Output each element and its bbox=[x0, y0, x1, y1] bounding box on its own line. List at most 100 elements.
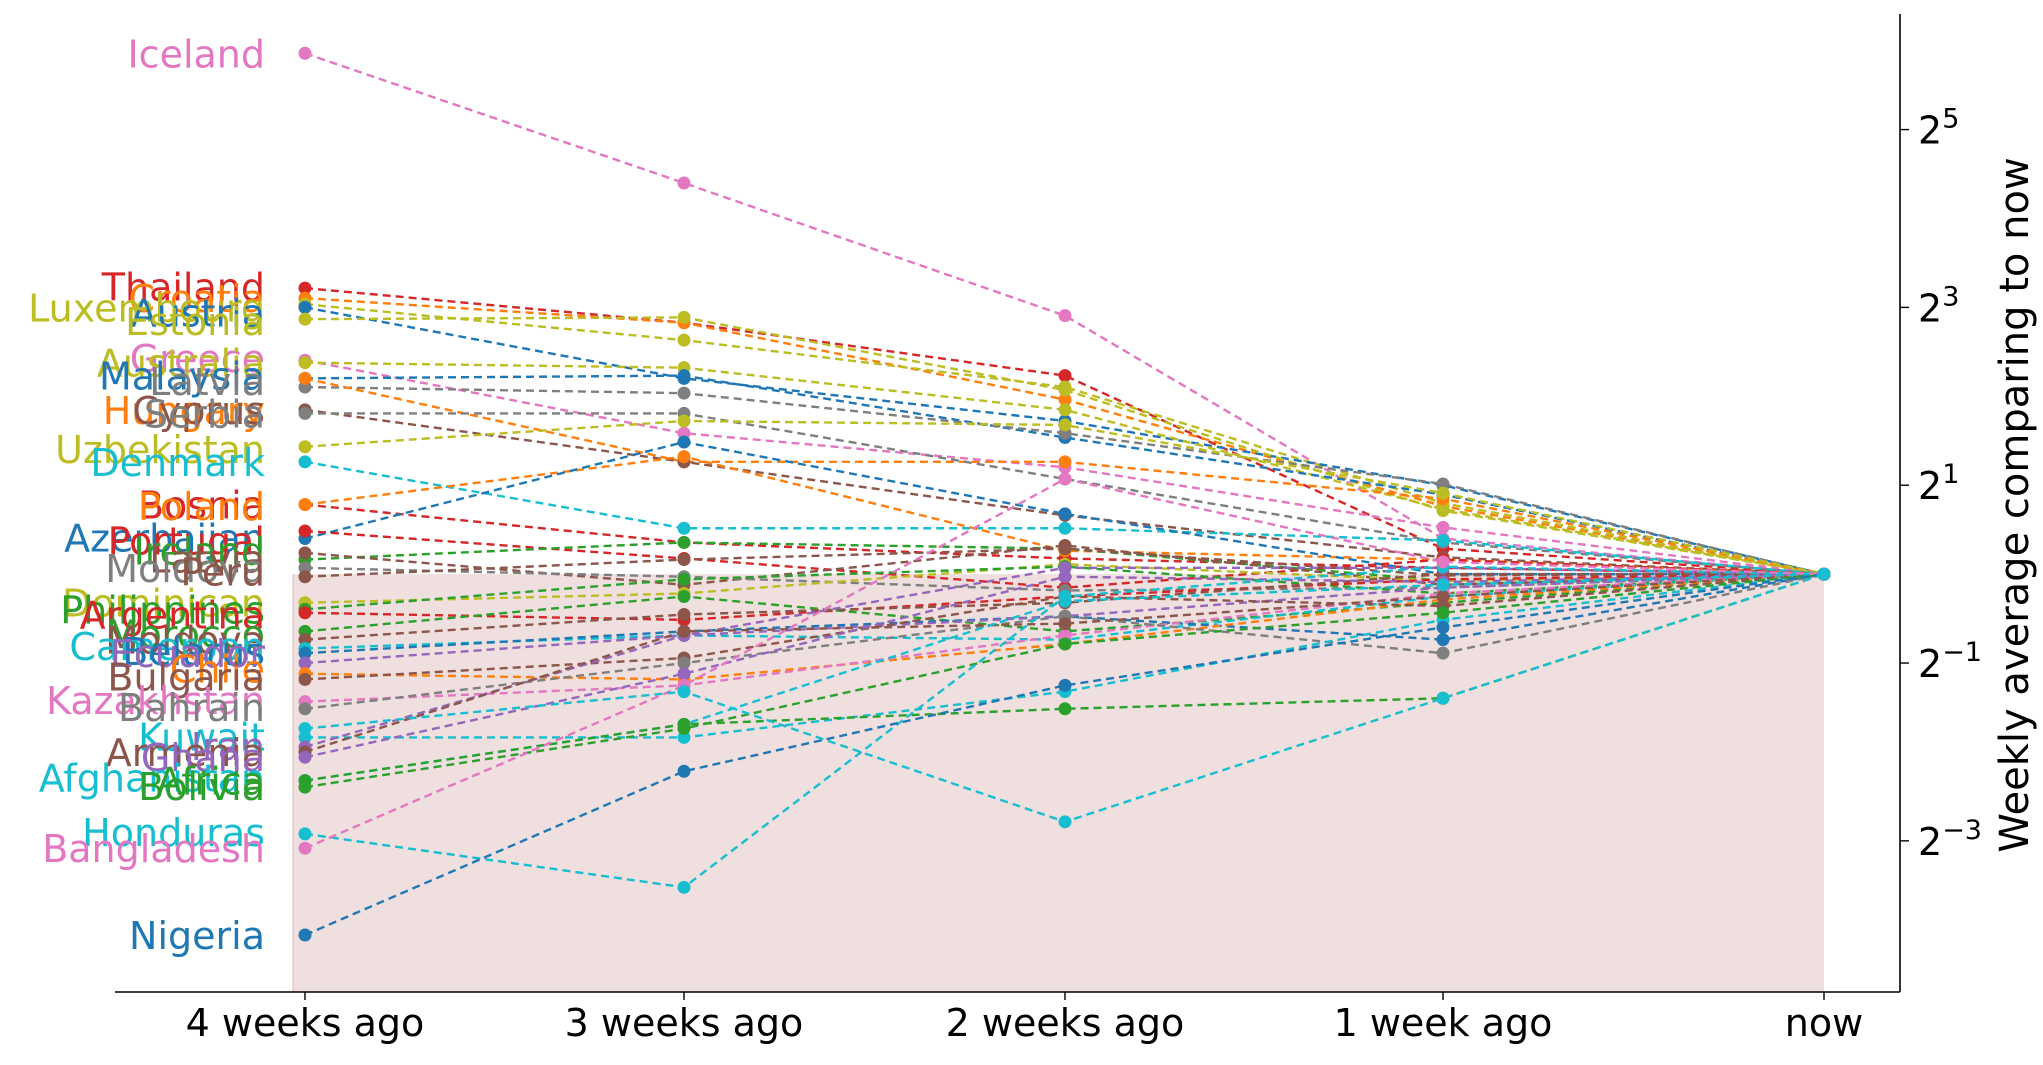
y-tick-label: 25 bbox=[1918, 104, 1959, 153]
y-tick-label: 2−1 bbox=[1918, 637, 1982, 686]
data-point bbox=[298, 406, 312, 420]
country-label: Ireland bbox=[134, 530, 265, 574]
data-point bbox=[1817, 567, 1831, 581]
data-point bbox=[298, 455, 312, 469]
x-tick-label: 1 week ago bbox=[1334, 1001, 1553, 1045]
country-label: Latvia bbox=[149, 537, 265, 581]
country-label: Cameroon bbox=[69, 625, 265, 669]
data-point bbox=[677, 386, 691, 400]
country-label: Iran bbox=[191, 725, 265, 769]
data-point bbox=[298, 356, 312, 370]
data-point bbox=[677, 607, 691, 621]
data-point bbox=[1436, 578, 1450, 592]
data-point bbox=[1058, 403, 1072, 417]
data-point bbox=[298, 928, 312, 942]
data-point bbox=[1058, 309, 1072, 323]
data-point bbox=[677, 553, 691, 567]
data-point bbox=[677, 880, 691, 894]
x-tick-label: 3 weeks ago bbox=[565, 1001, 804, 1045]
data-point bbox=[677, 624, 691, 638]
data-point bbox=[298, 46, 312, 60]
data-point bbox=[677, 667, 691, 681]
data-point bbox=[1436, 606, 1450, 620]
data-point bbox=[1058, 542, 1072, 556]
country-label: Nigeria bbox=[129, 914, 265, 958]
data-point bbox=[677, 450, 691, 464]
data-point bbox=[1436, 691, 1450, 705]
country-label: Austria bbox=[131, 291, 265, 335]
country-label: Serbia bbox=[144, 392, 265, 436]
country-label: Belarus bbox=[122, 630, 265, 674]
data-point bbox=[677, 369, 691, 383]
country-label: Latvia bbox=[149, 360, 265, 404]
x-tick-label: 2 weeks ago bbox=[946, 1001, 1185, 1045]
country-label: Bahrain bbox=[118, 686, 265, 730]
data-point bbox=[298, 702, 312, 716]
data-point bbox=[298, 440, 312, 454]
country-label: Portugal bbox=[108, 519, 265, 563]
data-point bbox=[1436, 620, 1450, 634]
series-line bbox=[304, 572, 1825, 633]
data-point bbox=[298, 656, 312, 670]
data-point bbox=[1436, 589, 1450, 603]
country-label: Peru bbox=[180, 551, 265, 595]
data-point bbox=[298, 300, 312, 314]
y-tick-label: 23 bbox=[1918, 281, 1959, 330]
country-label: Bulgaria bbox=[107, 656, 265, 700]
data-point bbox=[298, 371, 312, 385]
country-label: Philippines bbox=[60, 588, 265, 632]
data-point bbox=[1058, 521, 1072, 535]
data-point bbox=[1058, 369, 1072, 383]
data-point bbox=[298, 281, 312, 295]
series-line bbox=[304, 303, 1825, 576]
data-point bbox=[1058, 393, 1072, 407]
country-label: Armenia bbox=[106, 731, 265, 775]
country-label: Ghana bbox=[141, 736, 265, 780]
country-label: Poland bbox=[138, 485, 265, 529]
country-label: Australia bbox=[97, 342, 265, 386]
series-line bbox=[304, 361, 1825, 576]
data-point bbox=[1436, 520, 1450, 534]
data-point bbox=[298, 570, 312, 584]
country-label: Estonia bbox=[125, 300, 265, 344]
country-label: Kazakhstan bbox=[46, 679, 265, 723]
country-label: Africa bbox=[157, 760, 265, 804]
country-label: Croatia bbox=[128, 277, 265, 321]
data-point bbox=[677, 333, 691, 347]
country-label: Malaysia bbox=[99, 355, 265, 399]
data-point bbox=[677, 176, 691, 190]
country-label: Morocco bbox=[106, 612, 265, 656]
country-label: Ecuador bbox=[110, 632, 266, 676]
x-tick-label: now bbox=[1785, 1001, 1863, 1045]
country-label: Argentina bbox=[80, 593, 265, 637]
data-point bbox=[1436, 555, 1450, 569]
data-point bbox=[298, 524, 312, 538]
data-point bbox=[677, 535, 691, 549]
data-point bbox=[677, 414, 691, 428]
country-label: Bosnia bbox=[138, 484, 265, 528]
y-axis-label: Weekly average comparing to now bbox=[1992, 157, 2038, 852]
data-point bbox=[1436, 633, 1450, 647]
series-line bbox=[304, 286, 1825, 576]
data-point bbox=[1058, 815, 1072, 829]
series-line bbox=[305, 412, 1825, 576]
data-point bbox=[298, 646, 312, 660]
country-label: Bolivia bbox=[138, 765, 265, 809]
axis-ticks: 4 weeks ago 3 weeks ago 2 weeks ago 1 week … bbox=[186, 104, 1982, 1045]
series-nigeria bbox=[298, 567, 1831, 942]
data-point bbox=[1058, 589, 1072, 603]
data-point bbox=[1058, 383, 1072, 397]
country-label: Kuwait bbox=[138, 715, 265, 759]
series-cyan-low bbox=[298, 567, 1831, 829]
country-label: Hungary bbox=[103, 389, 265, 433]
country-label: Afghanistan bbox=[39, 756, 265, 800]
data-point bbox=[1058, 472, 1072, 486]
country-label: Bangladesh bbox=[42, 827, 265, 871]
data-point bbox=[677, 572, 691, 586]
series-line bbox=[304, 572, 1825, 710]
data-point bbox=[1436, 533, 1450, 547]
data-point bbox=[1436, 502, 1450, 516]
data-point bbox=[298, 312, 312, 326]
